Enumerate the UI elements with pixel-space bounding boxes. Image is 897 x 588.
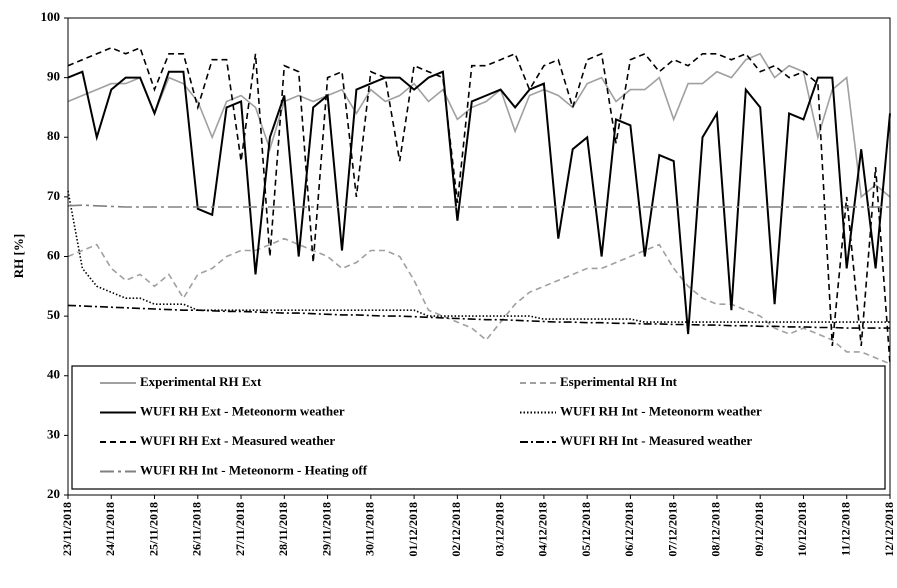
y-tick-label: 40 <box>47 367 60 382</box>
legend-label: WUFI RH Ext - Measured weather <box>140 433 335 448</box>
series-line <box>67 46 891 364</box>
x-tick-label: 06/12/2018 <box>622 502 636 557</box>
x-tick-label: 30/11/2018 <box>363 502 377 556</box>
legend-label: WUFI RH Int - Measured weather <box>560 433 752 448</box>
y-tick-label: 70 <box>47 188 60 203</box>
series-line <box>67 304 890 329</box>
x-tick-label: 01/12/2018 <box>406 502 420 557</box>
y-tick-label: 60 <box>47 247 60 262</box>
legend-label: Esperimental RH Int <box>560 374 678 389</box>
legend-label: WUFI RH Ext - Meteonorm weather <box>140 403 345 418</box>
x-tick-label: 09/12/2018 <box>752 502 766 557</box>
y-axis-label: RH [%] <box>11 234 26 278</box>
y-tick-label: 100 <box>41 9 61 24</box>
y-tick-label: 30 <box>47 426 60 441</box>
series-line <box>67 52 891 199</box>
x-tick-label: 29/11/2018 <box>319 502 333 556</box>
legend-label: WUFI RH Int - Meteonorm weather <box>560 403 762 418</box>
legend-label: WUFI RH Int - Meteonorm - Heating off <box>140 462 368 477</box>
x-tick-label: 25/11/2018 <box>146 502 160 556</box>
series-line <box>67 70 891 335</box>
x-tick-label: 28/11/2018 <box>276 502 290 556</box>
y-tick-label: 80 <box>47 128 60 143</box>
y-tick-label: 50 <box>47 307 60 322</box>
x-tick-label: 10/12/2018 <box>795 502 809 557</box>
y-tick-label: 20 <box>47 486 60 501</box>
series-line <box>67 204 890 208</box>
x-tick-label: 26/11/2018 <box>190 502 204 556</box>
plot-frame <box>67 17 891 496</box>
legend-label: Experimental RH Ext <box>140 374 262 389</box>
x-tick-label: 24/11/2018 <box>103 502 117 556</box>
x-tick-label: 05/12/2018 <box>579 502 593 557</box>
x-tick-label: 12/12/2018 <box>882 502 896 557</box>
x-tick-label: 03/12/2018 <box>492 502 506 557</box>
x-tick-label: 08/12/2018 <box>709 502 723 557</box>
x-tick-label: 04/12/2018 <box>536 502 550 557</box>
x-tick-label: 27/11/2018 <box>233 502 247 556</box>
series-line <box>67 237 891 365</box>
x-tick-label: 07/12/2018 <box>665 502 679 557</box>
x-tick-label: 02/12/2018 <box>449 502 463 557</box>
series-line <box>67 190 890 323</box>
x-tick-label: 11/12/2018 <box>838 502 852 556</box>
y-tick-label: 90 <box>47 69 60 84</box>
x-tick-label: 23/11/2018 <box>60 502 74 556</box>
legend-box <box>71 365 886 490</box>
